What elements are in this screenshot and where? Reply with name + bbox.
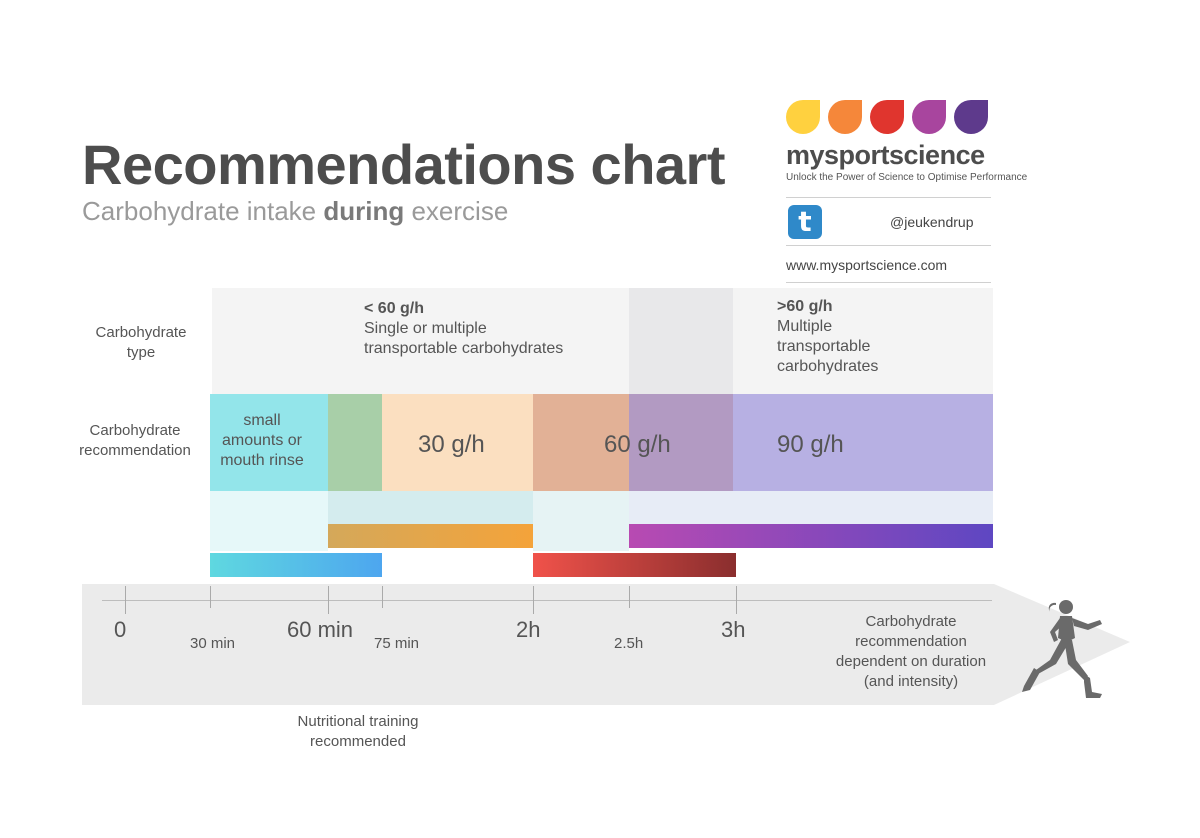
- page-subtitle: Carbohydrate intake during exercise: [82, 196, 508, 227]
- axis-line: [102, 600, 992, 601]
- page-title: Recommendations chart: [82, 133, 726, 196]
- type-low-desc: Single or multiple transportable carbohy…: [364, 320, 564, 357]
- drop-icon: [786, 100, 820, 134]
- tick-30min: [210, 586, 211, 608]
- tick-label-2-5h: 2.5h: [614, 635, 644, 652]
- divider: [786, 282, 991, 283]
- segment-90: [733, 394, 993, 491]
- drop-icon: [912, 100, 946, 134]
- band-light-cyan: [210, 491, 328, 551]
- brand-name: mysportscience: [786, 140, 985, 170]
- tick-label-30min: 30 min: [190, 635, 236, 652]
- time-axis-background: [82, 584, 994, 705]
- drop-icon: [954, 100, 988, 134]
- tick-75min: [382, 586, 383, 608]
- duration-note: Carbohydrate recommendation dependent on…: [835, 613, 987, 690]
- type-low-amount: < 60 g/h: [364, 300, 425, 317]
- type-high-amount: >60 g/h: [777, 298, 833, 315]
- brand-tagline: Unlock the Power of Science to Optimise …: [786, 172, 1028, 183]
- drop-icon: [828, 100, 862, 134]
- type-low-box: < 60 g/h Single or multiple transportabl…: [364, 299, 564, 359]
- tick-label-3h: 3h: [721, 617, 746, 642]
- bar-90g: [629, 524, 993, 548]
- subtitle-pre: Carbohydrate intake: [82, 196, 324, 226]
- tick-label-0: 0: [114, 617, 127, 642]
- training-note: Nutritional training recommended: [297, 713, 419, 750]
- row-label-type: Carbohydrate type: [95, 324, 187, 361]
- brand-logo-drops: [786, 100, 988, 134]
- recommendation-90: 90 g/h: [777, 431, 844, 458]
- tick-2h: [533, 586, 534, 614]
- recommendation-60: 60 g/h: [604, 431, 671, 458]
- band-light-teal-2: [533, 491, 629, 551]
- tick-60min: [328, 586, 329, 614]
- type-row-background: [212, 288, 993, 394]
- row-label-recommendation: Carbohydrate recommendation: [79, 422, 191, 459]
- bar-30g: [328, 524, 533, 548]
- tick-label-60min: 60 min: [287, 617, 354, 642]
- divider: [786, 245, 991, 246]
- segment-green: [328, 394, 382, 491]
- band-light-lavender: [629, 491, 993, 524]
- twitter-handle[interactable]: @jeukendrup: [890, 214, 974, 230]
- recommendation-small: small amounts or mouth rinse: [220, 412, 304, 469]
- bar-60g: [533, 553, 736, 577]
- subtitle-post: exercise: [404, 196, 509, 226]
- divider: [786, 197, 991, 198]
- website-link[interactable]: www.mysportscience.com: [786, 257, 948, 273]
- twitter-icon[interactable]: t: [788, 205, 822, 239]
- segment-overlap: [629, 394, 733, 491]
- tick-2-5h: [629, 586, 630, 608]
- band-light-teal: [328, 491, 533, 524]
- tick-label-75min: 75 min: [374, 635, 420, 652]
- tick-0: [125, 586, 126, 614]
- drop-icon: [870, 100, 904, 134]
- runner-icon: [1022, 600, 1102, 698]
- segment-small: [210, 394, 328, 491]
- recommendation-30: 30 g/h: [418, 431, 485, 458]
- tick-label-2h: 2h: [516, 617, 541, 642]
- segment-30: [382, 394, 533, 491]
- tick-3h: [736, 586, 737, 614]
- type-overlap-band: [629, 288, 733, 394]
- segment-60: [533, 394, 629, 491]
- subtitle-bold: during: [323, 196, 405, 226]
- type-high-desc: Multiple transportable carbohydrates: [777, 318, 879, 375]
- bar-small: [210, 553, 382, 577]
- type-high-box: >60 g/h Multiple transportable carbohydr…: [777, 297, 927, 377]
